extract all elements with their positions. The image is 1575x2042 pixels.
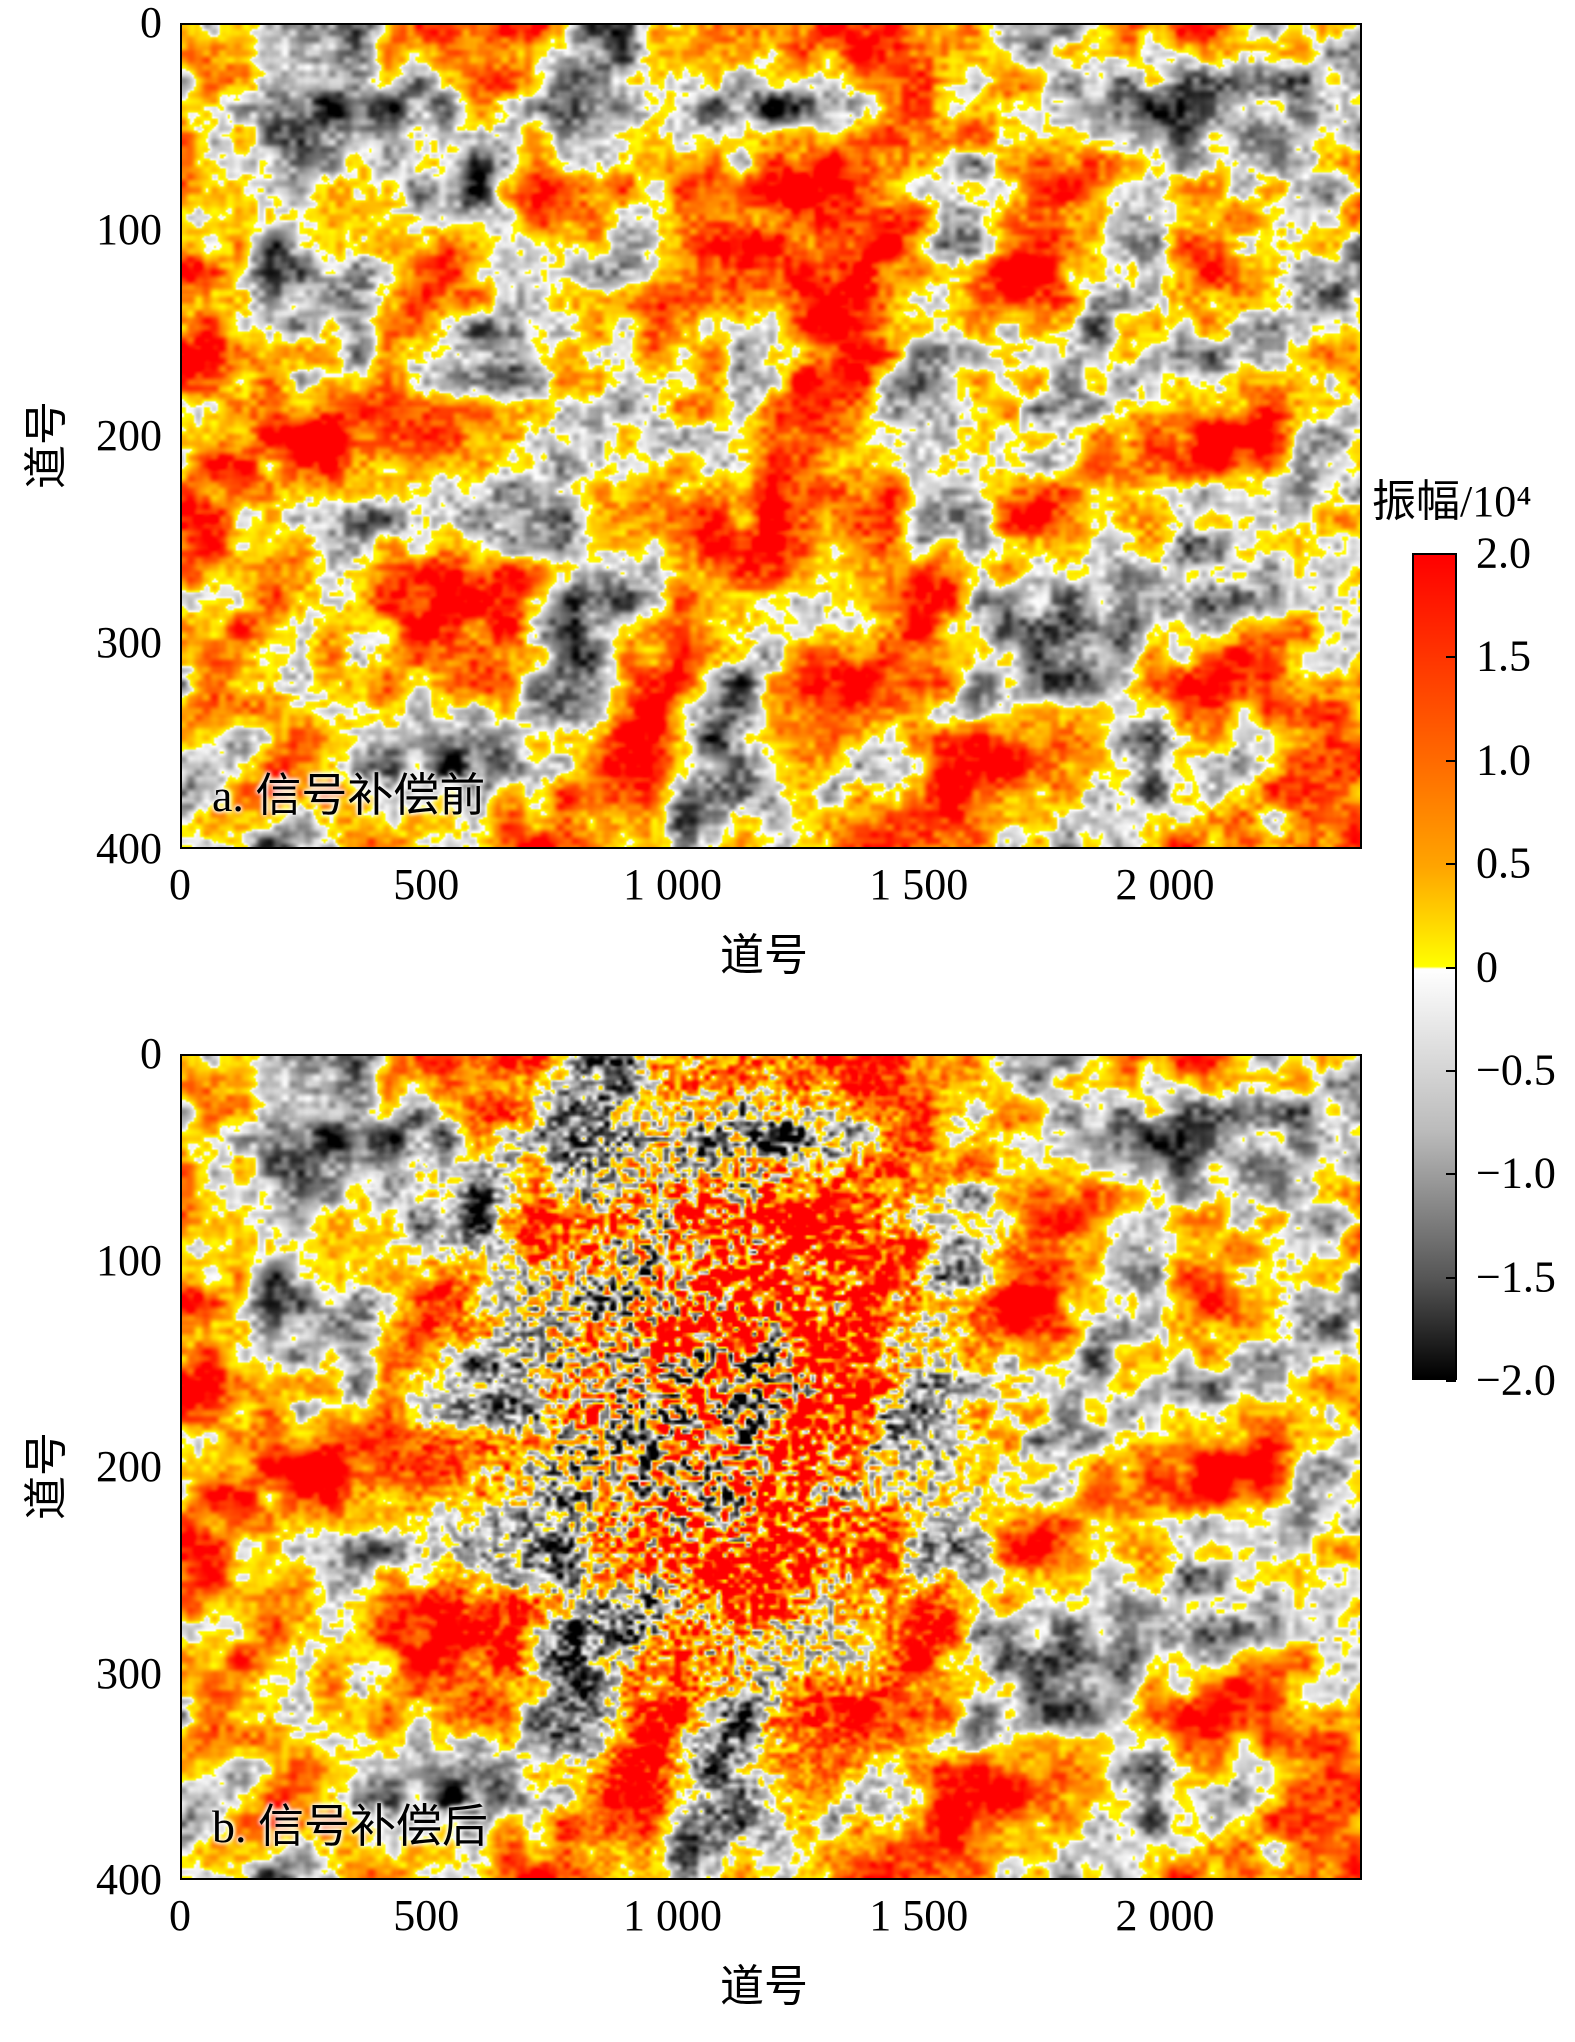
- y-tick-label: 300: [96, 617, 162, 667]
- x-tick-label: 2 000: [1115, 860, 1215, 909]
- x-tick-label: 1 000: [623, 860, 722, 909]
- colorbar-tick-label: 2.0: [1476, 528, 1531, 578]
- colorbar-tick-label: −1.0: [1476, 1148, 1556, 1198]
- colorbar-title: 振幅/10⁴: [1372, 477, 1532, 526]
- y-tick-label: 0: [140, 1029, 162, 1078]
- x-tick-label: 1 500: [869, 1891, 969, 1940]
- x-tick-label: 0: [169, 1891, 191, 1940]
- y-tick-label: 0: [140, 0, 162, 47]
- x-tick-label: 1 500: [869, 860, 969, 909]
- x-tick-label: 1 000: [623, 1891, 722, 1940]
- colorbar-tick-label: 0.5: [1476, 838, 1531, 888]
- colorbar-tick: [1446, 1276, 1456, 1279]
- y-tick-label: 100: [96, 1235, 162, 1285]
- colorbar-tick-label: −2.0: [1476, 1355, 1556, 1405]
- x-axis-label: 道号: [720, 1962, 808, 2011]
- panel-label: a. 信号补偿前: [212, 770, 486, 821]
- colorbar-tick: [1446, 759, 1456, 762]
- colorbar-tick: [1446, 1173, 1456, 1176]
- y-axis-label: 道号: [22, 401, 71, 489]
- heatmap-panel-a: a. 信号补偿前: [180, 23, 1362, 849]
- seismic-amplitude-image: [182, 25, 1360, 847]
- x-tick-label: 500: [393, 860, 460, 909]
- x-axis-label: 道号: [720, 931, 808, 980]
- x-tick-label: 0: [169, 860, 191, 909]
- colorbar-tick: [1446, 863, 1456, 866]
- colorbar-tick-label: −1.5: [1476, 1252, 1556, 1302]
- panel-label: b. 信号补偿后: [212, 1801, 488, 1852]
- colorbar-tick: [1446, 553, 1456, 555]
- y-tick-label: 400: [96, 824, 162, 873]
- seismic-amplitude-image: [182, 1056, 1360, 1878]
- y-axis-label: 道号: [22, 1432, 71, 1520]
- colorbar-tick: [1446, 1380, 1456, 1382]
- colorbar-tick-label: 1.0: [1476, 735, 1531, 785]
- x-tick-label: 500: [393, 1891, 460, 1940]
- y-tick-label: 200: [96, 411, 162, 460]
- colorbar-tick: [1446, 656, 1456, 659]
- y-tick-label: 400: [96, 1855, 162, 1904]
- colorbar-tick-label: 0: [1476, 942, 1498, 991]
- colorbar-tick-label: −0.5: [1476, 1045, 1556, 1095]
- y-tick-label: 300: [96, 1648, 162, 1698]
- colorbar-tick-label: 1.5: [1476, 631, 1531, 681]
- colorbar-tick: [1446, 1069, 1456, 1072]
- heatmap-panel-b: b. 信号补偿后: [180, 1054, 1362, 1880]
- colorbar-tick: [1446, 966, 1456, 969]
- y-tick-label: 200: [96, 1442, 162, 1491]
- x-tick-label: 2 000: [1115, 1891, 1215, 1940]
- y-tick-label: 100: [96, 204, 162, 254]
